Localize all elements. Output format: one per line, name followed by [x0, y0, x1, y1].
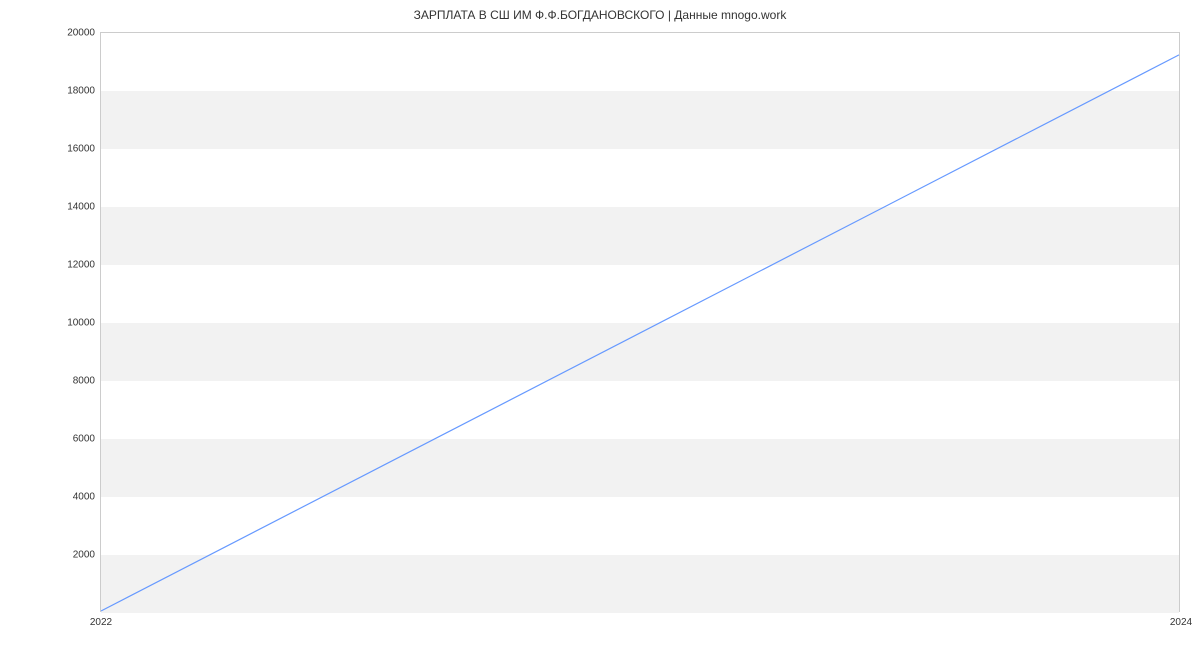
- y-tick-label: 20000: [67, 28, 95, 39]
- line-layer: [101, 33, 1179, 611]
- y-tick-label: 18000: [67, 86, 95, 97]
- y-tick-label: 10000: [67, 318, 95, 329]
- x-tick-label: 2024: [1170, 617, 1192, 628]
- plot-area: 2000400060008000100001200014000160001800…: [100, 32, 1180, 612]
- chart-title: ЗАРПЛАТА В СШ ИМ Ф.Ф.БОГДАНОВСКОГО | Дан…: [0, 8, 1200, 22]
- series-line: [101, 55, 1179, 611]
- y-tick-label: 4000: [73, 492, 95, 503]
- y-tick-label: 2000: [73, 550, 95, 561]
- y-tick-label: 12000: [67, 260, 95, 271]
- salary-line-chart: ЗАРПЛАТА В СШ ИМ Ф.Ф.БОГДАНОВСКОГО | Дан…: [0, 0, 1200, 650]
- y-tick-label: 8000: [73, 376, 95, 387]
- x-tick-label: 2022: [90, 617, 112, 628]
- y-tick-label: 14000: [67, 202, 95, 213]
- y-tick-label: 6000: [73, 434, 95, 445]
- y-tick-label: 16000: [67, 144, 95, 155]
